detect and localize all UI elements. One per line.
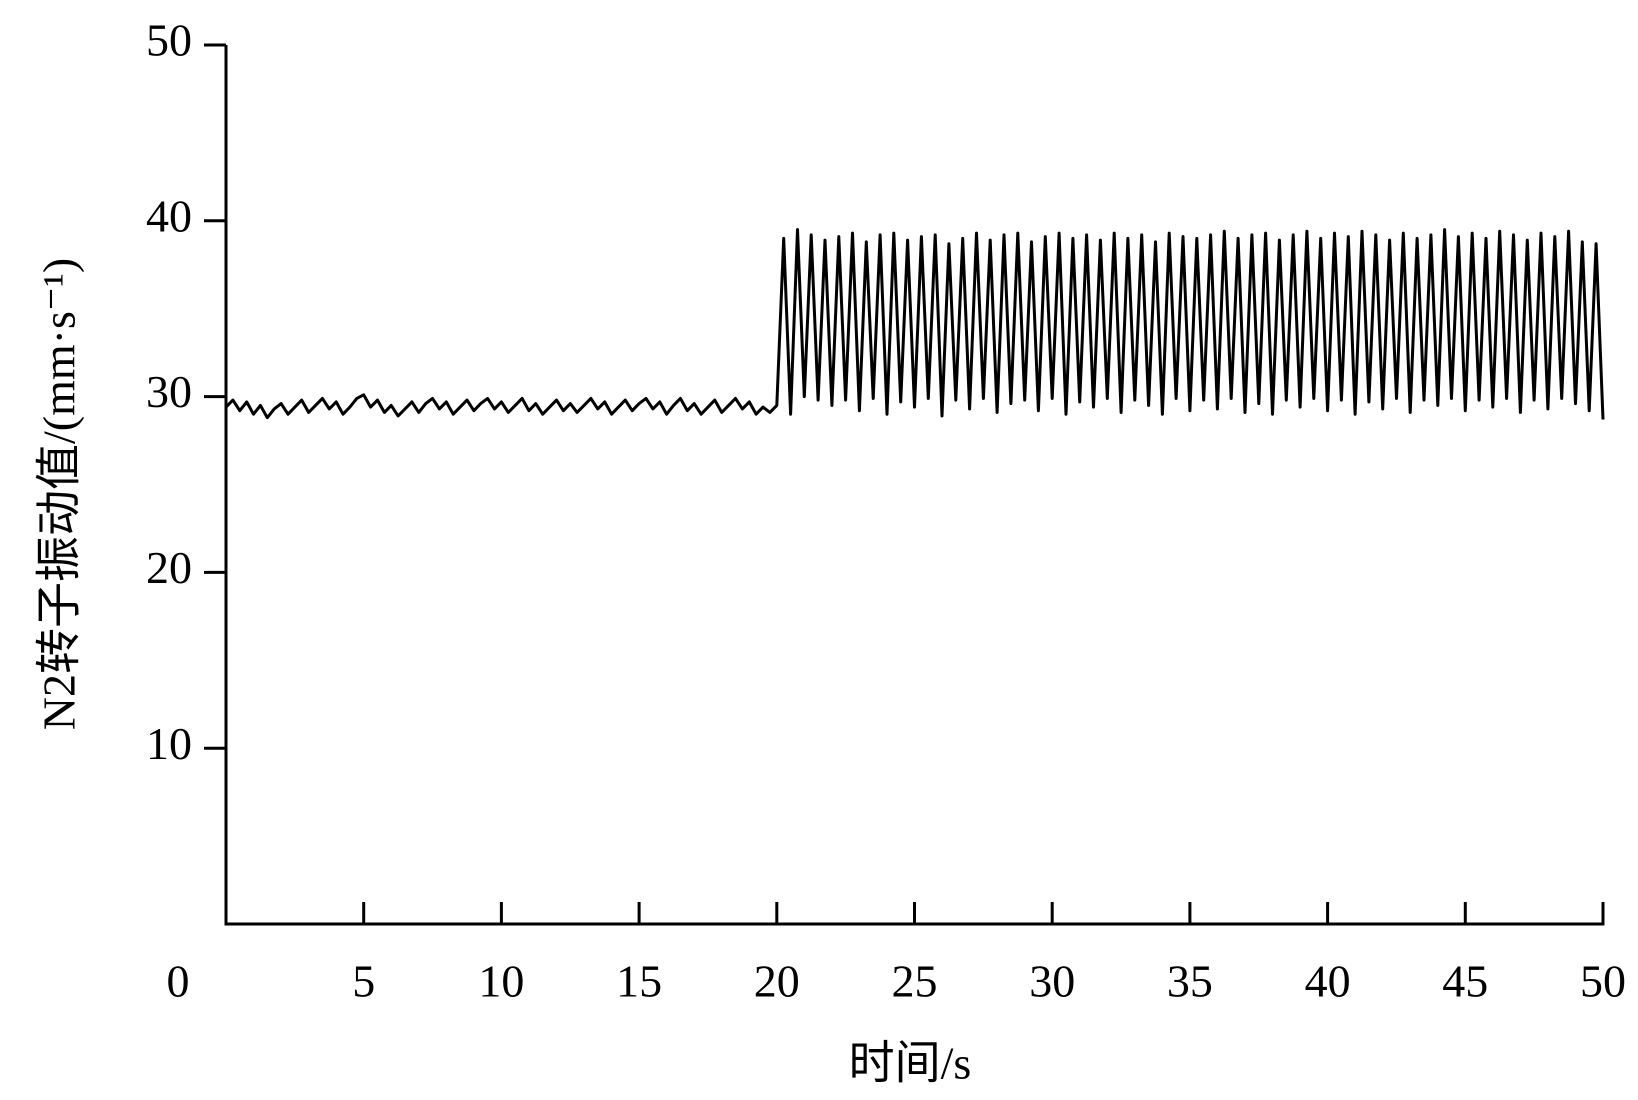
- x-tick-label: 25: [892, 956, 938, 1007]
- y-tick-label: 20: [146, 542, 192, 593]
- y-axis-label: N2转子振动值/(mm·s⁻¹): [34, 258, 85, 731]
- x-tick-label: 10: [478, 956, 524, 1007]
- x-tick-label: 5: [352, 956, 375, 1007]
- x-tick-label: 45: [1442, 956, 1488, 1007]
- x-tick-label: 50: [1580, 956, 1626, 1007]
- x-tick-label: 15: [616, 956, 662, 1007]
- y-tick-label: 10: [146, 718, 192, 769]
- x-tick-label: 35: [1167, 956, 1213, 1007]
- y-tick-label: 30: [146, 366, 192, 417]
- x-tick-label: 30: [1029, 956, 1075, 1007]
- x-axis-label: 时间/s: [849, 1038, 972, 1089]
- y-tick-label: 40: [146, 190, 192, 241]
- x-tick-label: 20: [754, 956, 800, 1007]
- y-tick-label: 50: [146, 15, 192, 66]
- x-tick-label: 40: [1305, 956, 1351, 1007]
- data-line: [224, 228, 1605, 420]
- x-tick-label: 0: [167, 956, 190, 1007]
